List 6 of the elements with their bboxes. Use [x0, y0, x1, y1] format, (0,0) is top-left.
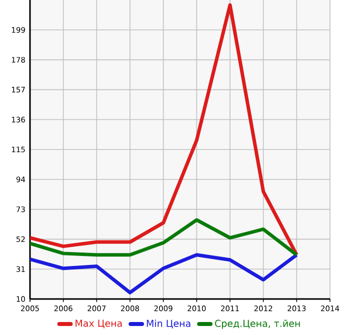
legend-label: Min Цена [146, 320, 190, 328]
line-series [30, 3, 298, 257]
legend-label: Max Цена [76, 320, 122, 328]
legend-label: Сред.Цена, т.йен [215, 320, 300, 329]
line-series [30, 253, 298, 294]
line-series [30, 218, 298, 257]
